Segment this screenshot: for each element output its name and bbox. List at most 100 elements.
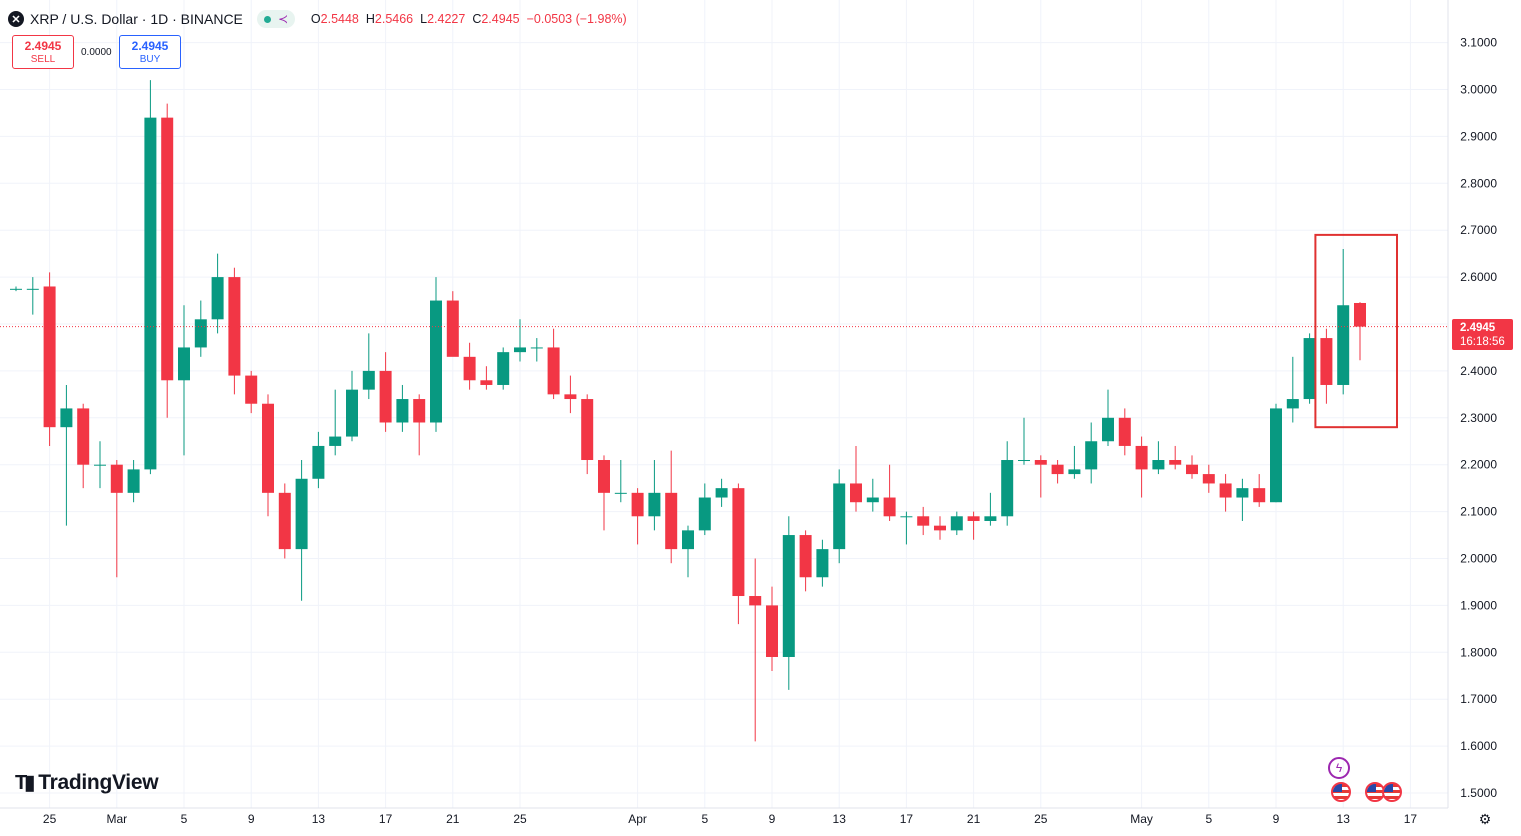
y-tick-label: 1.5000 [1460, 786, 1497, 800]
candle [10, 286, 22, 292]
candle-body [245, 375, 258, 404]
candle-body [833, 483, 846, 550]
candle-body [665, 492, 678, 550]
candle [950, 511, 963, 536]
candle [850, 445, 862, 512]
settings-gear-icon[interactable]: ⚙ [1478, 810, 1492, 827]
candle-body [1303, 338, 1316, 400]
candle [1135, 436, 1148, 498]
candle-body [950, 516, 963, 531]
candle [346, 370, 358, 442]
candle [1034, 455, 1047, 498]
candle [598, 455, 610, 531]
candle-body [278, 492, 291, 550]
candles [10, 80, 1366, 742]
time-axis[interactable]: 25 Mar 5 9 13 17 21 25 Apr 5 9 13 17 21 25 May 5 9 13 17 [43, 812, 1417, 826]
candle-body [262, 403, 274, 493]
candle-body [497, 352, 510, 385]
brand-name: TradingView [38, 770, 159, 794]
candle [1253, 474, 1266, 507]
us-flag-event-icon[interactable] [1331, 782, 1351, 802]
candle-body [917, 516, 930, 526]
candle [782, 516, 795, 690]
candle-body [329, 436, 342, 446]
tradingview-mark-icon: T▮ [15, 772, 35, 794]
candle [110, 460, 123, 578]
candle-body [782, 535, 795, 657]
candle [1051, 460, 1064, 484]
candle-body [1320, 338, 1333, 385]
candle [799, 530, 812, 592]
lightning-event-icon[interactable]: ϟ [1328, 757, 1350, 779]
candle [631, 488, 644, 545]
candle-body [161, 117, 174, 381]
candle-body [883, 497, 896, 517]
candle-body [1270, 408, 1282, 503]
close-label: C [472, 12, 482, 26]
candle [514, 319, 526, 362]
candle-body [715, 488, 728, 498]
candle [262, 394, 274, 517]
tradingview-logo[interactable]: T▮ TradingView [15, 770, 159, 795]
candle-body [1169, 460, 1182, 465]
price-axis[interactable]: 1.5000 1.6000 1.7000 1.8000 1.9000 2.0000 2.10… [1460, 36, 1497, 800]
candle-body [127, 469, 140, 493]
buy-button[interactable]: 2.4945 BUY [119, 35, 181, 69]
candle [900, 511, 913, 545]
candle [614, 460, 627, 503]
share-icon[interactable]: ≺ [278, 12, 289, 26]
candle-body [396, 399, 409, 423]
sell-price: 2.4945 [24, 39, 62, 53]
x-tick-label: 25 [43, 812, 57, 826]
candle-body [514, 347, 526, 353]
x-tick-label: 13 [1337, 812, 1351, 826]
candle-body [934, 525, 946, 531]
status-pill[interactable]: ≺ [256, 10, 295, 28]
candle [26, 277, 39, 315]
candle-body [144, 117, 157, 470]
x-tick-label: 21 [446, 812, 460, 826]
candle-body [362, 370, 375, 390]
y-tick-label: 2.8000 [1460, 176, 1497, 190]
candle-body [581, 399, 594, 461]
x-tick-label: 21 [967, 812, 981, 826]
y-tick-label: 2.7000 [1460, 223, 1497, 237]
candle-body [564, 394, 577, 400]
candle [715, 478, 728, 507]
candle-body [799, 535, 812, 578]
y-tick-label: 2.9000 [1460, 129, 1497, 143]
open-value: 2.5448 [320, 12, 359, 26]
high-value: 2.5466 [374, 12, 414, 26]
candle-body [530, 347, 543, 349]
candle [312, 431, 325, 489]
low-label: L [420, 12, 428, 26]
candle-body [547, 347, 560, 395]
candle-body [178, 347, 190, 381]
x-tick-label: 13 [312, 812, 326, 826]
candle [1118, 408, 1131, 456]
highlight-box [1314, 233, 1399, 429]
x-tick-label: 17 [1404, 812, 1418, 826]
y-tick-label: 2.6000 [1460, 270, 1497, 284]
candle-body [1118, 417, 1131, 446]
candle [1169, 445, 1182, 470]
symbol-title[interactable]: XRP / U.S. Dollar · 1D · BINANCE [30, 11, 243, 27]
spread-value: 0.0000 [81, 47, 112, 58]
candle-body [648, 492, 661, 517]
candle [413, 394, 426, 456]
x-logo-icon[interactable]: ✕ [8, 11, 24, 27]
candle-body [1152, 460, 1165, 470]
x-tick-label: 5 [181, 812, 188, 826]
us-flag-event-icon[interactable] [1382, 782, 1402, 802]
candle-body [1135, 445, 1148, 470]
candle-body [967, 516, 980, 521]
sell-button[interactable]: 2.4945 SELL [12, 35, 74, 69]
candle [329, 389, 342, 456]
candle-body [60, 408, 73, 428]
bar-countdown: 16:18:56 [1460, 336, 1505, 348]
chart-legend: ✕ XRP / U.S. Dollar · 1D · BINANCE ≺ O2.… [8, 8, 627, 30]
candle-body [312, 445, 325, 479]
candle [682, 525, 694, 578]
candle-body [211, 277, 224, 320]
